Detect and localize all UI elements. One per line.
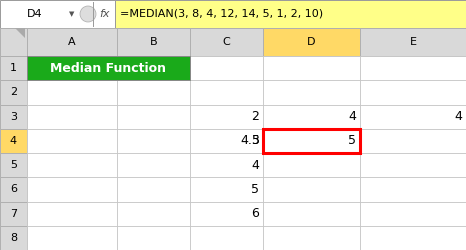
Bar <box>27 226 117 250</box>
Bar <box>117 202 190 226</box>
Bar <box>0 104 27 129</box>
Bar <box>0 202 27 226</box>
Text: fx: fx <box>100 9 110 19</box>
Ellipse shape <box>80 6 96 22</box>
Text: 5: 5 <box>348 134 356 147</box>
Bar <box>0 129 27 153</box>
Bar <box>263 226 360 250</box>
Bar <box>0 28 27 56</box>
Bar <box>0 226 27 250</box>
Bar <box>360 177 466 202</box>
Bar <box>190 129 263 153</box>
Text: 6: 6 <box>251 207 259 220</box>
Bar <box>190 202 263 226</box>
Text: ▼: ▼ <box>69 11 75 17</box>
Bar <box>360 104 466 129</box>
Bar <box>117 28 190 56</box>
Text: 1: 1 <box>10 63 17 73</box>
Text: 2: 2 <box>10 88 17 97</box>
Bar <box>115 0 466 28</box>
Bar <box>190 28 263 56</box>
Text: A: A <box>68 37 76 47</box>
Bar <box>360 56 466 80</box>
Text: 6: 6 <box>10 184 17 194</box>
Bar <box>27 56 190 80</box>
Text: 3: 3 <box>251 134 259 147</box>
Bar <box>360 129 466 153</box>
Bar <box>117 153 190 177</box>
Bar <box>190 226 263 250</box>
Text: E: E <box>410 37 417 47</box>
Bar <box>27 153 117 177</box>
Bar <box>263 104 360 129</box>
Text: 8: 8 <box>10 233 17 243</box>
Bar <box>360 153 466 177</box>
Bar <box>263 129 360 153</box>
Bar <box>360 226 466 250</box>
Bar <box>0 177 27 202</box>
Text: D: D <box>307 37 316 47</box>
Bar <box>360 202 466 226</box>
Bar <box>0 80 27 104</box>
Bar <box>117 104 190 129</box>
Text: 5: 5 <box>10 160 17 170</box>
Bar <box>190 80 263 104</box>
Bar <box>263 129 360 153</box>
Bar <box>117 226 190 250</box>
Bar <box>190 177 263 202</box>
Text: B: B <box>150 37 158 47</box>
Text: C: C <box>223 37 230 47</box>
Bar <box>27 80 117 104</box>
Bar <box>360 28 466 56</box>
Text: 4: 4 <box>251 159 259 172</box>
Text: 4: 4 <box>10 136 17 146</box>
Text: 4: 4 <box>454 110 462 123</box>
Bar <box>0 56 27 80</box>
Bar <box>0 0 115 28</box>
Bar <box>27 56 117 80</box>
Bar <box>27 177 117 202</box>
Bar <box>117 80 190 104</box>
Bar <box>27 104 117 129</box>
Bar <box>117 56 190 80</box>
Text: Median Function: Median Function <box>50 62 166 74</box>
Text: D4: D4 <box>27 9 43 19</box>
Bar <box>27 202 117 226</box>
Bar <box>263 202 360 226</box>
Text: 4: 4 <box>348 110 356 123</box>
Bar <box>0 153 27 177</box>
Text: 3: 3 <box>10 112 17 122</box>
Bar <box>263 153 360 177</box>
Bar <box>263 80 360 104</box>
Bar <box>263 28 360 56</box>
Bar <box>190 153 263 177</box>
Text: 7: 7 <box>10 208 17 218</box>
Polygon shape <box>15 28 25 38</box>
Bar <box>190 56 263 80</box>
Bar <box>117 129 190 153</box>
Text: 4.5: 4.5 <box>240 134 260 147</box>
Bar <box>27 28 117 56</box>
Bar <box>263 177 360 202</box>
Text: 5: 5 <box>251 183 259 196</box>
Bar <box>27 129 117 153</box>
Bar <box>117 177 190 202</box>
Text: =MEDIAN(3, 8, 4, 12, 14, 5, 1, 2, 10): =MEDIAN(3, 8, 4, 12, 14, 5, 1, 2, 10) <box>120 9 323 19</box>
Bar <box>360 80 466 104</box>
Text: 2: 2 <box>251 110 259 123</box>
Bar <box>190 104 263 129</box>
Bar <box>263 56 360 80</box>
